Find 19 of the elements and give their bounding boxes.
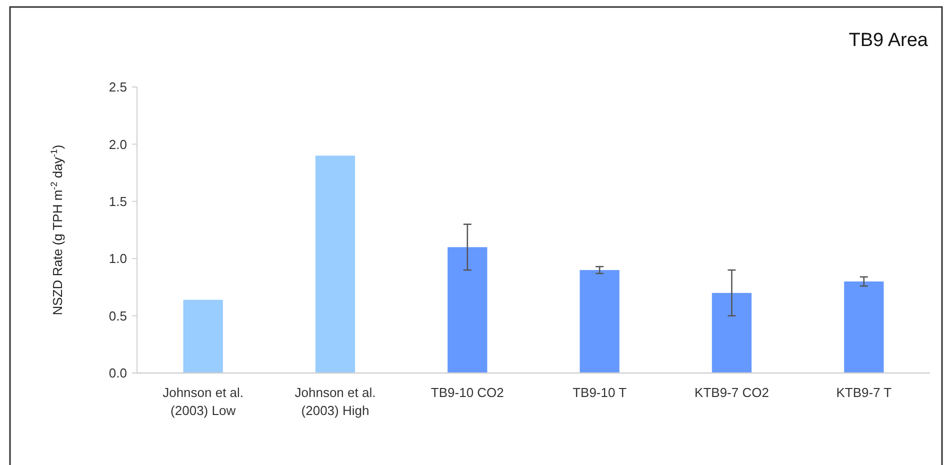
x-tick-label: Johnson et al. (2003) High [294, 385, 376, 418]
bar [448, 247, 488, 373]
y-tick-label: 2.0 [108, 136, 127, 152]
x-tick-label: TB9-10 CO2 [430, 385, 504, 400]
bar [580, 270, 620, 373]
y-tick-label: 0.0 [108, 366, 127, 381]
bar [844, 281, 884, 373]
x-tick-label: KTB9-7 T [836, 385, 892, 400]
bar [712, 292, 752, 373]
bar [315, 156, 356, 373]
chart-title: TB9 Area [848, 30, 928, 51]
x-tick-label: TB9-10 T [572, 385, 627, 400]
y-tick-label: 1.0 [108, 251, 127, 266]
y-tick-label: 1.5 [108, 194, 127, 209]
x-tick-label: KTB9-7 CO2 [694, 385, 769, 400]
y-tick-label: 0.5 [108, 308, 127, 324]
bar [183, 300, 223, 373]
y-tick-label: 2.5 [108, 80, 127, 95]
x-tick-label: Johnson et al. (2003) Low [162, 385, 244, 418]
